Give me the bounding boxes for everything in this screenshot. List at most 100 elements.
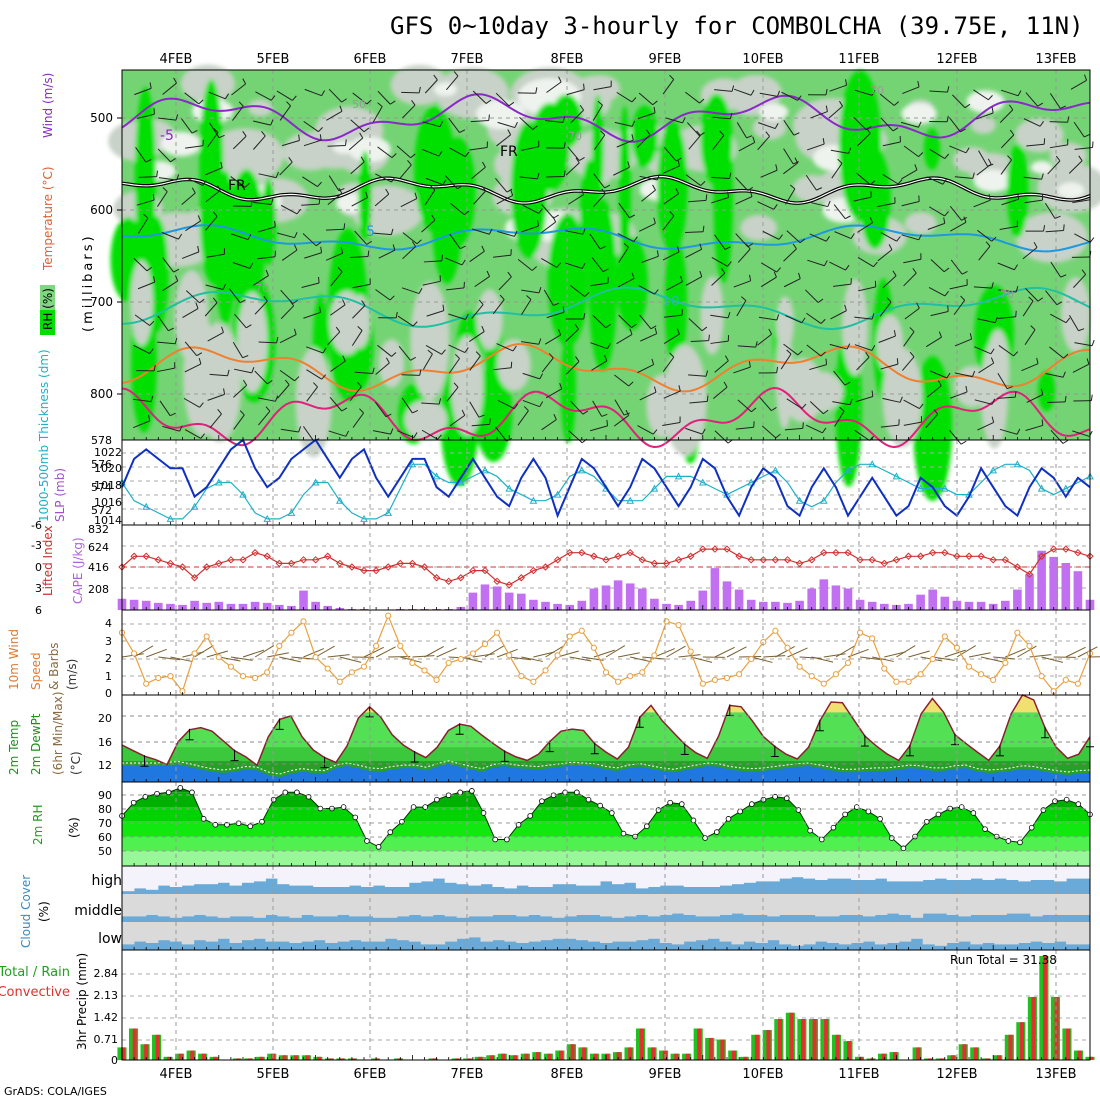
wind-barb-flag [727, 312, 731, 319]
rh-moist-area [237, 182, 252, 259]
wind-barb [829, 261, 846, 271]
wind-barb [806, 312, 822, 324]
cloud-middle-clear [289, 894, 302, 918]
precip-convective-bar [766, 1030, 771, 1060]
wind-barb-flag [318, 276, 320, 284]
wind-barb [533, 651, 555, 658]
wind-barb-flag [605, 323, 611, 329]
cloud-low-clear [504, 922, 517, 942]
cloud-low-clear [361, 922, 374, 942]
wind-speed-point [276, 642, 283, 649]
wind-barb-flag [699, 243, 703, 250]
wind-barb [666, 645, 686, 658]
lifted-index-point [299, 556, 308, 564]
precip-convective-bar [777, 1019, 783, 1060]
wind-barb [784, 427, 803, 431]
wind-barb-flag [459, 245, 466, 250]
rh-point [1052, 798, 1058, 804]
lifted-index-point [1049, 545, 1058, 553]
wind-barb-flag [360, 156, 365, 163]
rh-point [130, 799, 137, 806]
rh-dry-area [973, 169, 1012, 193]
cloud-middle-clear [647, 894, 661, 917]
cloud-low-clear [265, 922, 278, 942]
cloud-high-clear [683, 866, 697, 887]
wind-barb-flag [537, 220, 539, 227]
wind-barb-flag [816, 187, 823, 191]
wind-barb-flag [625, 409, 630, 416]
wind-barb-flag [410, 356, 416, 361]
cloud-low-clear [982, 922, 995, 943]
wind-barb-flag [653, 106, 656, 113]
axis-label-wind: 10m Wind [7, 629, 21, 690]
wind-barb [605, 645, 626, 658]
cape-bar [710, 568, 720, 610]
wind-barb-flag [909, 351, 915, 358]
wind-barb [424, 79, 438, 94]
wind-speed-point [155, 674, 162, 682]
wind-barb-flag [669, 211, 675, 217]
wind-barb-flag [562, 116, 566, 123]
lifted-index-point [505, 581, 513, 589]
wind-barb-flag [755, 341, 758, 348]
thickness-point [456, 478, 465, 486]
cape-bar [686, 600, 696, 610]
lifted-index-point [759, 556, 768, 564]
wind-barb-flag [265, 269, 269, 276]
wind-barb-flag [481, 185, 487, 192]
rh-point [667, 799, 673, 806]
wind-barb-flag [656, 174, 660, 181]
wind-barb-flag [143, 213, 149, 219]
wind-barb [133, 258, 148, 272]
wind-barb-flag [486, 270, 491, 277]
lifted-index-point [432, 574, 441, 582]
wind-barb [468, 331, 485, 342]
wind-barb-flag [265, 406, 271, 412]
cloud-low-clear [444, 922, 458, 942]
precip-convective-bar [340, 1058, 345, 1060]
wind-speed-point [820, 680, 827, 687]
rh-point [748, 801, 755, 807]
cloud-middle-clear [133, 894, 147, 917]
wind-barb-flag [563, 170, 566, 177]
date-label-top: 11FEB [838, 52, 879, 67]
wind-barb-flag [946, 86, 950, 93]
wind-speed-point [397, 642, 404, 649]
wind-barb-flag [298, 426, 302, 433]
wind-barb-flag [1060, 274, 1067, 278]
wind-barb-flag [286, 101, 291, 107]
wind-barb [854, 89, 873, 96]
wind-barb [928, 286, 946, 297]
cloud-middle-clear [492, 894, 505, 915]
cloud-middle-clear [982, 894, 995, 915]
cloud-middle-clear [528, 894, 541, 915]
wind-barb-flag [442, 179, 447, 185]
wind-barb-flag [873, 261, 878, 267]
wind-barb [882, 275, 897, 289]
rh-dry-area [901, 102, 937, 125]
lifted-index-point [783, 556, 792, 564]
wind-barb-flag [1041, 419, 1044, 426]
wind-barb-flag [319, 134, 322, 141]
wind-barb-flag [699, 270, 703, 277]
wind-barb [878, 335, 896, 343]
rh-point [679, 801, 685, 807]
cloud-low-clear [635, 922, 649, 941]
wind-barb [997, 372, 1008, 389]
wind-barb-flag [385, 357, 390, 364]
axis-label-precip: 3hr Precip (mm) [75, 953, 89, 1050]
cloud-high-clear [791, 866, 804, 878]
wind-barb [726, 646, 747, 658]
rh-point [725, 816, 732, 822]
wind-barb [254, 370, 268, 385]
cloud-high-clear [946, 866, 960, 880]
wind-barb-flag [916, 302, 920, 309]
wind-barb-flag [696, 130, 701, 136]
cloud-middle-clear [456, 894, 470, 918]
cloud-low-clear [755, 922, 768, 943]
wind-barb-flag [627, 161, 630, 168]
wind-barb-flag [582, 228, 586, 235]
wind-barb [780, 353, 792, 370]
wind-barb [521, 656, 543, 662]
wind-barb [374, 401, 387, 418]
